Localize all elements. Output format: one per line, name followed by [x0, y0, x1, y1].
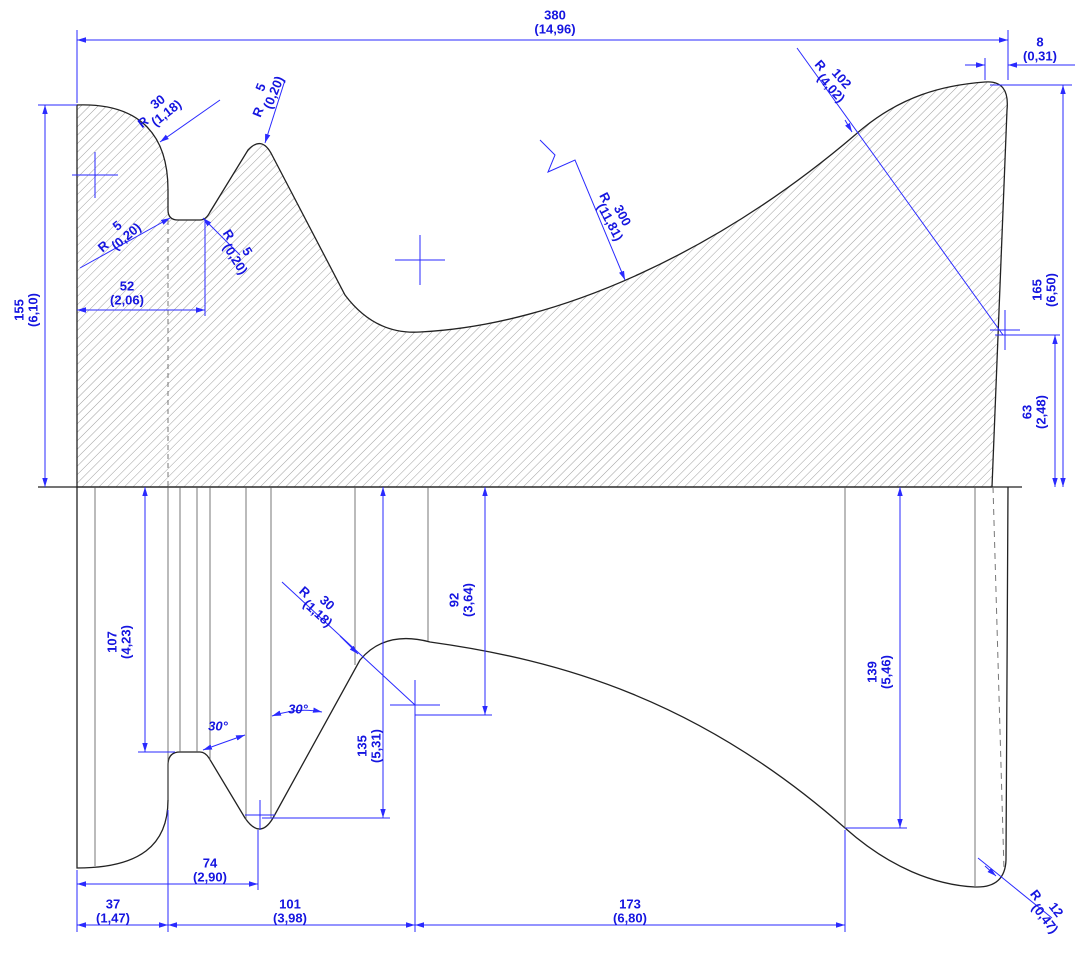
edge-lines: [94, 487, 976, 886]
dimension-inch: (6,80): [613, 910, 647, 925]
dimension-label: 135 (5,31): [354, 729, 383, 763]
dimension-value: 173: [619, 896, 641, 911]
dimension-label: R12(0,47): [1027, 887, 1066, 937]
angle-label: 30°: [288, 701, 308, 716]
dimension-label: 165 (6,50): [1029, 273, 1058, 307]
dimension-label: 380(14,96): [534, 7, 575, 36]
dimension-inch: (2,48): [1033, 395, 1048, 429]
dimension-inch: (2,90): [193, 869, 227, 884]
dimension-inch: (2,06): [110, 292, 144, 307]
outline-profile: [76, 486, 1009, 888]
dimension-value: 101: [279, 896, 301, 911]
dimension-value: 139: [864, 661, 879, 683]
dimension-label: R30(1,18): [296, 583, 337, 630]
dimension-value: 155: [11, 299, 26, 321]
dimension-inch: (1,47): [96, 910, 130, 925]
section-profile: [76, 81, 1008, 488]
dimension-inch: (0,31): [1023, 48, 1057, 63]
dimension-label: 107 (4,23): [104, 625, 133, 659]
dimension-inch: (3,98): [273, 910, 307, 925]
dimension-label: 155 (6,10): [11, 293, 40, 327]
dimension-lines: [38, 30, 1075, 932]
dimension-inch: (14,96): [534, 21, 575, 36]
dimension-value: 52: [120, 278, 134, 293]
dimension-inch: (4,23): [118, 625, 133, 659]
dimension-label: 74(2,90): [193, 855, 227, 884]
dimension-label: R5(0,20): [249, 74, 287, 119]
dimension-inch: (3,64): [460, 583, 475, 617]
dimension-label: 92 (3,64): [446, 583, 475, 617]
dimension-value: 8: [1036, 34, 1043, 49]
dimension-label: 101(3,98): [273, 896, 307, 925]
dimension-inch: (5,46): [878, 655, 893, 689]
dimension-label: 8(0,31): [1023, 34, 1057, 63]
dimension-inch: (6,10): [25, 293, 40, 327]
dimension-value: 135: [354, 735, 369, 757]
dimension-inch: (6,50): [1043, 273, 1058, 307]
dimension-value: 37: [106, 896, 120, 911]
hidden-line: [992, 486, 1005, 871]
dimension-label: 139 (5,46): [864, 655, 893, 689]
dimension-value: 74: [203, 855, 218, 870]
angle-label: 30°: [208, 718, 228, 733]
dimension-label: 52(2,06): [110, 278, 144, 307]
dimension-value: 165: [1029, 279, 1044, 301]
dimension-value: 92: [446, 593, 461, 607]
dimension-value: 107: [104, 631, 119, 653]
dimension-value: 380: [544, 7, 566, 22]
dimension-label: 63 (2,48): [1019, 395, 1048, 429]
dimension-inch: (5,31): [368, 729, 383, 763]
dimension-label: 173(6,80): [613, 896, 647, 925]
dimension-value: 63: [1019, 405, 1034, 419]
dimension-label: 37(1,47): [96, 896, 130, 925]
